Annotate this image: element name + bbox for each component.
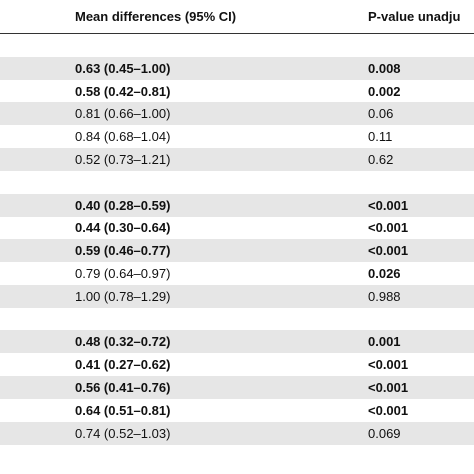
table-cell: 0.59 (0.46–0.77) xyxy=(75,243,171,259)
table-cell: 0.62 xyxy=(368,152,394,167)
table-cell: 0.44 (0.30–0.64) xyxy=(75,220,171,236)
table-cell: 0.81 (0.66–1.00) xyxy=(75,106,171,122)
table-row: 0.41 (0.27–0.62) <0.001 xyxy=(0,353,474,376)
table-cell: 0.58 (0.42–0.81) xyxy=(75,83,171,99)
table-cell: 0.988 xyxy=(368,288,401,304)
header-row: Mean differences (95% CI) P-value unadju xyxy=(0,0,474,34)
table-cell: 0.002 xyxy=(368,83,401,99)
spacer-row xyxy=(0,308,474,331)
table-cell: <0.001 xyxy=(368,243,409,259)
table-row: 0.63 (0.45–1.00) 0.008 xyxy=(0,56,474,80)
table-cell: 0.40 (0.28–0.59) xyxy=(75,197,171,213)
table-row: 0.58 (0.42–0.81) 0.002 xyxy=(0,80,474,103)
table-cell: 0.48 (0.32–0.72) xyxy=(75,334,171,350)
table-cell: <0.001 xyxy=(368,220,409,236)
table-cell: 0.11 xyxy=(368,129,393,145)
table-cell: 0.74 (0.52–1.03) xyxy=(75,425,171,441)
table-cell: <0.001 xyxy=(368,197,409,213)
table-cell: 0.026 xyxy=(368,266,401,281)
table-row: 0.81 (0.66–1.00) 0.06 xyxy=(0,102,474,126)
table-row: 0.56 (0.41–0.76) <0.001 xyxy=(0,376,474,399)
table-row: 0.48 (0.32–0.72) 0.001 xyxy=(0,330,474,354)
table-cell: 0.52 (0.73–1.21) xyxy=(75,152,171,167)
table-row: 0.52 (0.73–1.21) 0.62 xyxy=(0,148,474,171)
table-row: 0.64 (0.51–0.81) <0.001 xyxy=(0,399,474,422)
spacer-row xyxy=(0,171,474,194)
table-row: 0.74 (0.52–1.03) 0.069 xyxy=(0,421,474,445)
header-cell: Mean differences (95% CI) xyxy=(75,9,237,24)
table-cell: 0.84 (0.68–1.04) xyxy=(75,129,171,145)
table-cell: 1.00 (0.78–1.29) xyxy=(75,288,171,304)
table-cell: 0.56 (0.41–0.76) xyxy=(75,380,171,395)
header-cell: P-value unadju xyxy=(368,9,461,24)
table-cell: 0.069 xyxy=(368,425,401,441)
table-cell: 0.63 (0.45–1.00) xyxy=(75,60,171,76)
table-row: 0.79 (0.64–0.97) 0.026 xyxy=(0,262,474,285)
spacer-row xyxy=(0,34,474,57)
table-cell: <0.001 xyxy=(368,380,409,395)
table-cell: 0.64 (0.51–0.81) xyxy=(75,402,171,418)
table-cell: 0.41 (0.27–0.62) xyxy=(75,357,171,373)
table-row: 1.00 (0.78–1.29) 0.988 xyxy=(0,284,474,308)
table-cell: <0.001 xyxy=(368,357,409,373)
table-cell: 0.06 xyxy=(368,106,394,122)
table-cell: 0.001 xyxy=(368,334,401,350)
table-row: 0.44 (0.30–0.64) <0.001 xyxy=(0,216,474,239)
table-cell: <0.001 xyxy=(368,402,409,418)
table-row: 0.59 (0.46–0.77) <0.001 xyxy=(0,239,474,263)
table-cell: 0.79 (0.64–0.97) xyxy=(75,266,171,281)
table-row: 0.40 (0.28–0.59) <0.001 xyxy=(0,193,474,217)
table-cell: 0.008 xyxy=(368,60,401,76)
table-row: 0.84 (0.68–1.04) 0.11 xyxy=(0,125,474,148)
